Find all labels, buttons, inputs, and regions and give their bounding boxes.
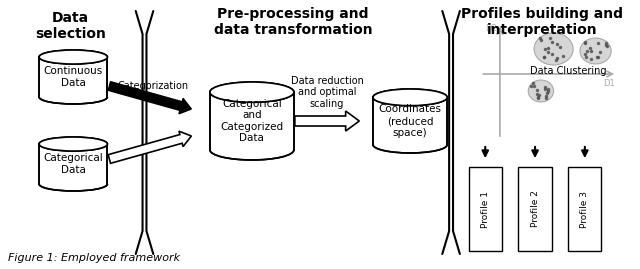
Ellipse shape xyxy=(373,89,447,106)
Polygon shape xyxy=(295,111,359,131)
Text: Pre-processing and
data transformation: Pre-processing and data transformation xyxy=(214,7,372,37)
Text: Categorization: Categorization xyxy=(118,81,189,91)
Polygon shape xyxy=(108,82,191,114)
Text: Coordinates
(reduced
space): Coordinates (reduced space) xyxy=(379,104,442,138)
Text: Profile 1: Profile 1 xyxy=(481,190,490,228)
Polygon shape xyxy=(39,57,108,97)
Text: Categorical
Data: Categorical Data xyxy=(44,153,103,175)
Text: Profile 3: Profile 3 xyxy=(580,190,589,228)
Ellipse shape xyxy=(580,38,611,64)
Text: D1: D1 xyxy=(604,79,615,88)
Polygon shape xyxy=(373,97,447,145)
Polygon shape xyxy=(108,131,191,163)
Bar xyxy=(39,144,108,184)
Text: Categorical
and
Categorized
Data: Categorical and Categorized Data xyxy=(220,99,284,143)
Ellipse shape xyxy=(39,137,108,151)
Text: Figure 1: Employed framework: Figure 1: Employed framework xyxy=(8,253,180,263)
Text: Profiles building and
interpretation: Profiles building and interpretation xyxy=(461,7,623,37)
Text: D2: D2 xyxy=(485,24,497,33)
Ellipse shape xyxy=(534,33,573,65)
Text: Data Clustering: Data Clustering xyxy=(530,66,607,76)
Ellipse shape xyxy=(39,50,108,64)
Polygon shape xyxy=(39,144,108,184)
Polygon shape xyxy=(210,92,294,150)
Text: Profile 2: Profile 2 xyxy=(531,190,540,227)
Ellipse shape xyxy=(210,82,294,102)
Ellipse shape xyxy=(39,137,108,151)
Bar xyxy=(210,92,294,150)
Text: Data reduction
and optimal
scaling: Data reduction and optimal scaling xyxy=(291,76,364,109)
Ellipse shape xyxy=(373,89,447,106)
Ellipse shape xyxy=(39,50,108,64)
Ellipse shape xyxy=(210,82,294,102)
FancyBboxPatch shape xyxy=(468,167,502,251)
Text: Continuous
Data: Continuous Data xyxy=(44,66,103,88)
Bar xyxy=(39,57,108,97)
Ellipse shape xyxy=(528,80,554,102)
Text: Data
selection: Data selection xyxy=(35,11,106,41)
FancyBboxPatch shape xyxy=(518,167,552,251)
Bar xyxy=(373,97,447,145)
FancyBboxPatch shape xyxy=(568,167,602,251)
